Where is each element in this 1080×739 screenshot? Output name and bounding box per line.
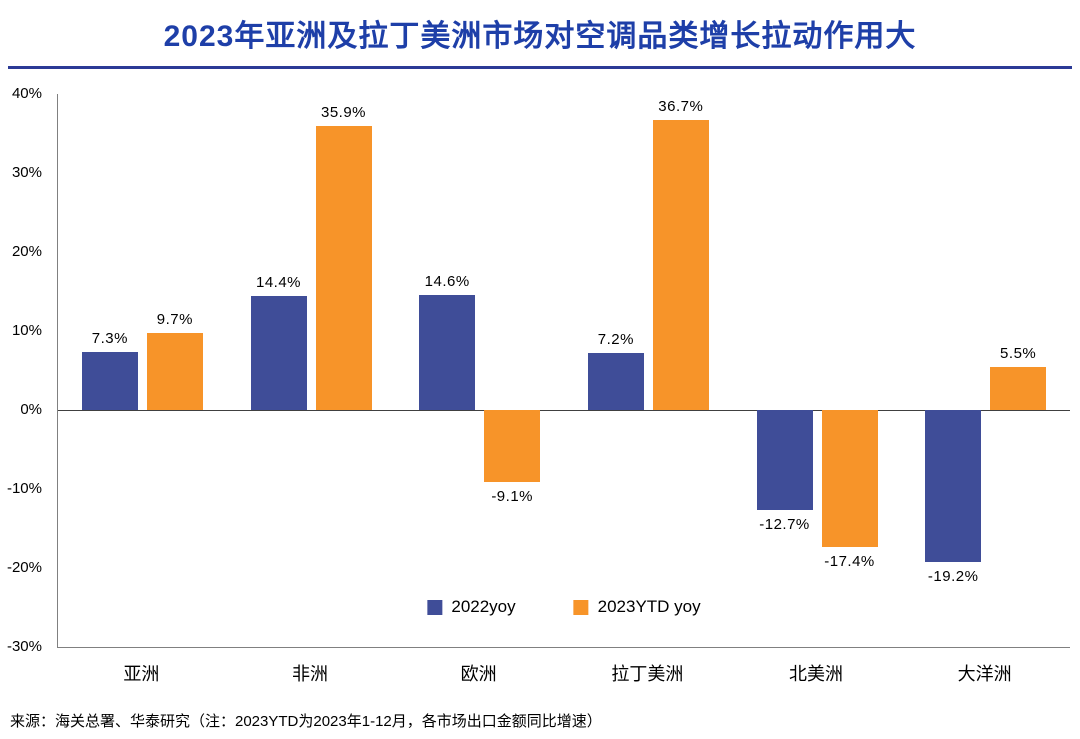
y-tick-label: 10% — [11, 322, 42, 339]
bar-value-label: 9.7% — [156, 311, 193, 329]
plot-area: 2022yoy 2023YTD yoy 7.3% 9.7% 14.4% 35.9% 14.… — [57, 94, 1070, 648]
title-divider — [8, 66, 1072, 69]
x-axis-labels: 亚洲 非洲 欧洲 拉丁美洲 北美洲 大洋洲 — [57, 660, 1070, 688]
bar-value-label: 5.5% — [1000, 344, 1037, 362]
bar-value-label: 7.3% — [91, 330, 128, 348]
x-category-label: 大洋洲 — [957, 664, 1012, 684]
y-axis-labels: 40% 30% 20% 10% 0% -10% -20% -30% — [0, 85, 50, 655]
bar-2023ytd-yoy — [990, 366, 1047, 410]
legend: 2022yoy 2023YTD yoy — [427, 597, 701, 617]
bar-value-label: 14.4% — [255, 274, 302, 292]
y-tick-label: 0% — [20, 401, 42, 418]
bar-2022yoy — [250, 296, 307, 410]
bar-2022yoy — [81, 352, 138, 410]
legend-item: 2022yoy — [427, 597, 516, 617]
bar-2023ytd-yoy — [484, 410, 541, 482]
y-tick-label: 30% — [11, 164, 42, 181]
x-category-label: 欧洲 — [460, 664, 497, 684]
legend-swatch — [573, 599, 589, 615]
bar-value-label: -12.7% — [759, 516, 810, 534]
legend-item: 2023YTD yoy — [573, 597, 701, 617]
y-tick-label: 40% — [11, 85, 42, 102]
source-note: 来源：海关总署、华泰研究（注：2023YTD为2023年1-12月，各市场出口金… — [10, 713, 602, 730]
bar-2022yoy — [419, 294, 476, 410]
legend-label: 2022yoy — [451, 597, 516, 616]
bar-2023ytd-yoy — [652, 120, 709, 410]
zero-line — [58, 410, 1070, 411]
bar-value-label: 36.7% — [658, 98, 704, 116]
bar-2023ytd-yoy — [821, 410, 878, 548]
bar-2022yoy — [587, 353, 644, 410]
bar-value-label: -9.1% — [491, 487, 533, 505]
bar-2023ytd-yoy — [315, 126, 372, 410]
chart-title: 2023年亚洲及拉丁美洲市场对空调品类增长拉动作用大 — [163, 20, 917, 53]
legend-swatch — [427, 599, 443, 615]
bar-2022yoy — [925, 410, 982, 562]
y-tick-label: -20% — [6, 559, 42, 576]
y-tick-label: 20% — [11, 243, 42, 260]
bar-2022yoy — [756, 410, 813, 511]
x-category-label: 亚洲 — [123, 664, 160, 684]
y-tick-label: -10% — [6, 480, 42, 497]
bar-value-label: 35.9% — [320, 104, 367, 122]
x-category-label: 非洲 — [292, 664, 328, 684]
bar-value-label: -17.4% — [824, 553, 875, 571]
bar-value-label: 14.6% — [424, 272, 470, 290]
x-category-label: 拉丁美洲 — [611, 664, 684, 684]
bar-value-label: 7.2% — [597, 331, 634, 349]
y-tick-label: -30% — [6, 638, 42, 655]
bar-value-label: -19.2% — [927, 567, 979, 585]
legend-label: 2023YTD yoy — [597, 597, 701, 616]
x-category-label: 北美洲 — [789, 664, 843, 684]
bar-2023ytd-yoy — [146, 333, 203, 410]
